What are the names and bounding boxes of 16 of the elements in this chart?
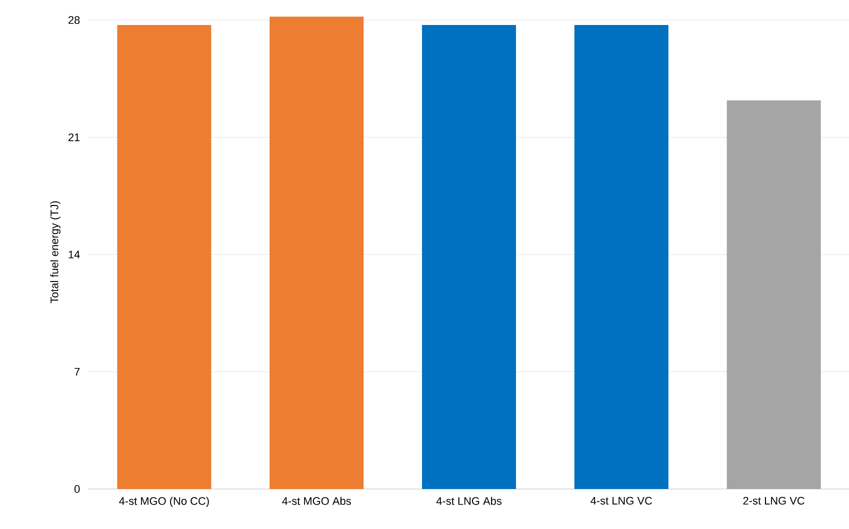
bar bbox=[422, 25, 516, 489]
x-tick-label: 4-st LNG Abs bbox=[436, 496, 502, 505]
y-tick-label: 7 bbox=[74, 368, 80, 376]
x-tick-label: 4-st MGO (No CC) bbox=[119, 496, 209, 508]
x-tick-label: 4-st MGO Abs bbox=[282, 496, 351, 505]
bar bbox=[574, 25, 668, 489]
y-axis-title: Total fuel energy (TJ) bbox=[50, 201, 60, 304]
y-tick-label: 21 bbox=[68, 133, 80, 142]
x-tick-label: 2-st LNG VC bbox=[743, 496, 804, 505]
y-tick-label: 14 bbox=[68, 250, 80, 258]
y-tick-label: 28 bbox=[68, 16, 80, 24]
bar bbox=[270, 16, 364, 489]
bar bbox=[726, 100, 821, 489]
x-tick-label: 4-st LNG VC bbox=[590, 496, 652, 505]
y-tick-label: 0 bbox=[74, 485, 80, 493]
bar bbox=[117, 25, 212, 489]
